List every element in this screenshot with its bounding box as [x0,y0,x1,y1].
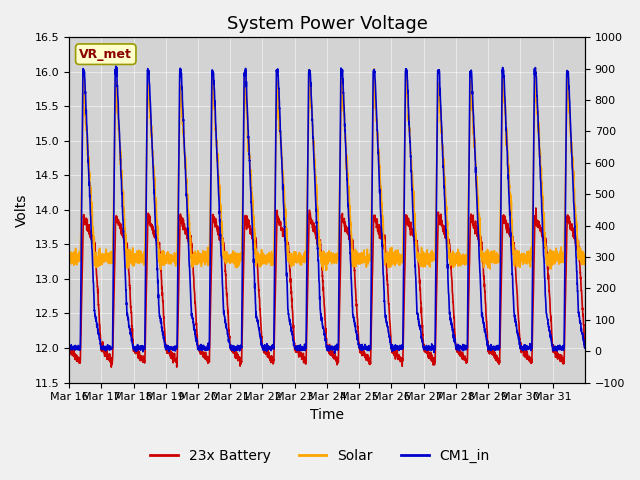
Line: 23x Battery: 23x Battery [69,208,585,367]
Solar [438,141,446,147]
23x Battery [472,228,479,234]
CM1_in [331,350,339,356]
Y-axis label: Volts: Volts [15,193,29,227]
Solar [393,255,401,261]
Solar [65,255,73,261]
CM1_in [581,345,589,350]
23x Battery [438,223,446,228]
CM1_in [171,344,179,349]
23x Battery [393,351,401,357]
CM1_in [112,63,120,69]
CM1_in [472,158,479,164]
Text: VR_met: VR_met [79,48,132,60]
CM1_in [438,143,446,148]
Legend: 23x Battery, Solar, CM1_in: 23x Battery, Solar, CM1_in [145,443,495,468]
Solar [171,255,179,261]
23x Battery [575,258,583,264]
X-axis label: Time: Time [310,408,344,422]
CM1_in [575,313,583,319]
Solar [472,149,479,155]
Solar [581,255,589,261]
Solar [575,251,583,257]
23x Battery [171,356,179,362]
23x Battery [65,344,73,350]
Line: Solar: Solar [69,68,585,270]
23x Battery [581,344,589,350]
CM1_in [393,344,401,349]
Solar [532,65,540,71]
23x Battery [532,205,540,211]
CM1_in [502,130,510,136]
23x Battery [108,364,115,370]
Solar [322,267,330,273]
Solar [502,129,510,135]
CM1_in [65,345,73,351]
Line: CM1_in: CM1_in [69,66,585,353]
23x Battery [502,218,510,224]
Title: System Power Voltage: System Power Voltage [227,15,428,33]
